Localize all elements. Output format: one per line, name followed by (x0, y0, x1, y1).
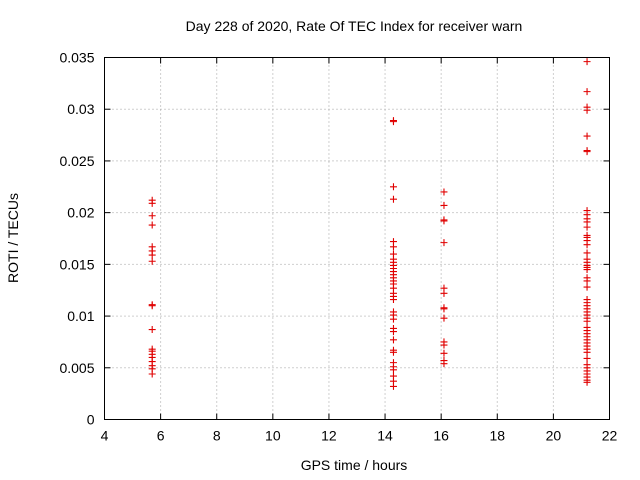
data-point (148, 257, 156, 265)
x-axis: 4 6 8 10 12 14 16 18 20 22 (101, 57, 618, 444)
data-point (583, 354, 591, 362)
data-point (389, 296, 397, 304)
data-point (440, 239, 448, 247)
data-point (389, 328, 397, 336)
data-point (440, 217, 448, 225)
data-point (583, 223, 591, 231)
data-point (440, 341, 448, 349)
data-point (389, 315, 397, 323)
x-tick-label: 16 (433, 428, 449, 444)
data-point (148, 221, 156, 229)
data-point (583, 317, 591, 325)
data-point (440, 188, 448, 196)
data-point (148, 251, 156, 259)
data-point (389, 348, 397, 356)
data-point (389, 366, 397, 374)
y-tick-label: 0.025 (59, 153, 94, 169)
data-point (389, 336, 397, 344)
data-point (440, 305, 448, 313)
y-axis: 0 0.005 0.01 0.015 0.02 0.025 0.03 0.035 (59, 50, 610, 428)
y-tick-label: 0.015 (59, 256, 94, 272)
data-point (440, 349, 448, 357)
data-point (148, 212, 156, 220)
data-point (389, 243, 397, 251)
data-point (583, 241, 591, 249)
data-point (389, 382, 397, 390)
data-point (148, 370, 156, 378)
x-tick-label: 22 (602, 428, 618, 444)
data-points (148, 58, 591, 390)
data-point (583, 378, 591, 386)
chart-title: Day 228 of 2020, Rate Of TEC Index for r… (186, 18, 523, 34)
data-point (389, 183, 397, 191)
data-point (583, 148, 591, 156)
y-tick-label: 0.005 (59, 360, 94, 376)
data-point (440, 201, 448, 209)
data-point (440, 314, 448, 322)
x-tick-label: 4 (101, 428, 109, 444)
data-point (440, 289, 448, 297)
data-point (148, 326, 156, 334)
data-point (583, 266, 591, 274)
x-tick-label: 10 (265, 428, 281, 444)
x-axis-label: GPS time / hours (301, 457, 408, 473)
data-point (583, 106, 591, 114)
plot-frame (104, 57, 610, 420)
data-point (148, 302, 156, 310)
y-tick-label: 0.01 (67, 308, 94, 324)
x-tick-label: 8 (213, 428, 221, 444)
y-axis-label: ROTI / TECUs (5, 193, 21, 283)
data-point (583, 348, 591, 356)
data-point (148, 199, 156, 207)
data-point (389, 195, 397, 203)
data-point (389, 118, 397, 126)
x-tick-label: 18 (489, 428, 505, 444)
data-point (583, 132, 591, 140)
data-point (440, 360, 448, 368)
grid-lines (104, 57, 610, 420)
x-tick-label: 20 (546, 428, 562, 444)
y-tick-label: 0 (87, 412, 95, 428)
data-point (583, 283, 591, 291)
y-tick-label: 0.03 (67, 101, 94, 117)
data-point (583, 277, 591, 285)
data-point (583, 88, 591, 96)
x-tick-label: 14 (377, 428, 393, 444)
y-tick-label: 0.02 (67, 205, 94, 221)
y-tick-label: 0.035 (59, 50, 94, 66)
data-point (583, 58, 591, 66)
data-point (583, 249, 591, 257)
x-tick-label: 12 (321, 428, 337, 444)
x-tick-label: 6 (157, 428, 165, 444)
